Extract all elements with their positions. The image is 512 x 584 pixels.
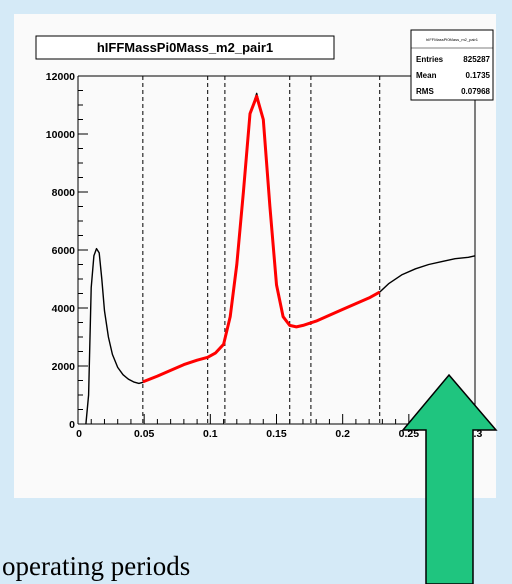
stats-entries-value: 825287 [463, 55, 490, 64]
title-box: hIFFMassPi0Mass_m2_pair1 [35, 35, 335, 60]
y-tick-label-3: 6000 [52, 245, 76, 257]
stats-box: hIFFMassPi0Mass_m2_pair1 Entries 825287 … [410, 29, 494, 101]
histogram-line [85, 92, 476, 425]
x-tick-label-1: 0.05 [134, 428, 155, 440]
stats-name: hIFFMassPi0Mass_m2_pair1 [426, 37, 479, 42]
x-tick-label-2: 0.1 [203, 428, 218, 440]
x-tick-label-0: 0 [76, 428, 82, 440]
x-tick-label-3: 0.15 [266, 428, 287, 440]
stats-mean-label: Mean [416, 71, 437, 80]
chart-title: hIFFMassPi0Mass_m2_pair1 [97, 40, 273, 55]
ticks [77, 75, 476, 425]
y-tick-label-5: 10000 [46, 129, 75, 141]
stats-rms-value: 0.07968 [461, 87, 490, 96]
y-tick-label-6: 12000 [46, 71, 75, 83]
x-tick-label-4: 0.2 [335, 428, 350, 440]
x-tick-label-6: 0.3 [468, 428, 483, 440]
histogram-panel: 0 0.05 0.1 0.15 0.2 0.25 0.3 0 2000 4000 6000 8000 1… [14, 14, 496, 498]
fit-line [142, 94, 381, 384]
range-dashed-lines [142, 76, 381, 424]
x-tick-label-5: 0.25 [399, 428, 420, 440]
stats-rms-label: RMS [416, 87, 434, 96]
y-tick-label-2: 4000 [52, 303, 76, 315]
histogram-chart: 0 0.05 0.1 0.15 0.2 0.25 0.3 0 2000 4000 6000 8000 1… [35, 29, 494, 440]
y-tick-label-0: 0 [69, 419, 75, 431]
y-tick-label-4: 8000 [52, 187, 76, 199]
y-tick-label-1: 2000 [52, 361, 76, 373]
caption-text: operating periods [2, 551, 191, 581]
stats-entries-label: Entries [416, 55, 444, 64]
stats-mean-value: 0.1735 [466, 71, 491, 80]
axes [77, 75, 476, 425]
series-layer [85, 92, 476, 425]
